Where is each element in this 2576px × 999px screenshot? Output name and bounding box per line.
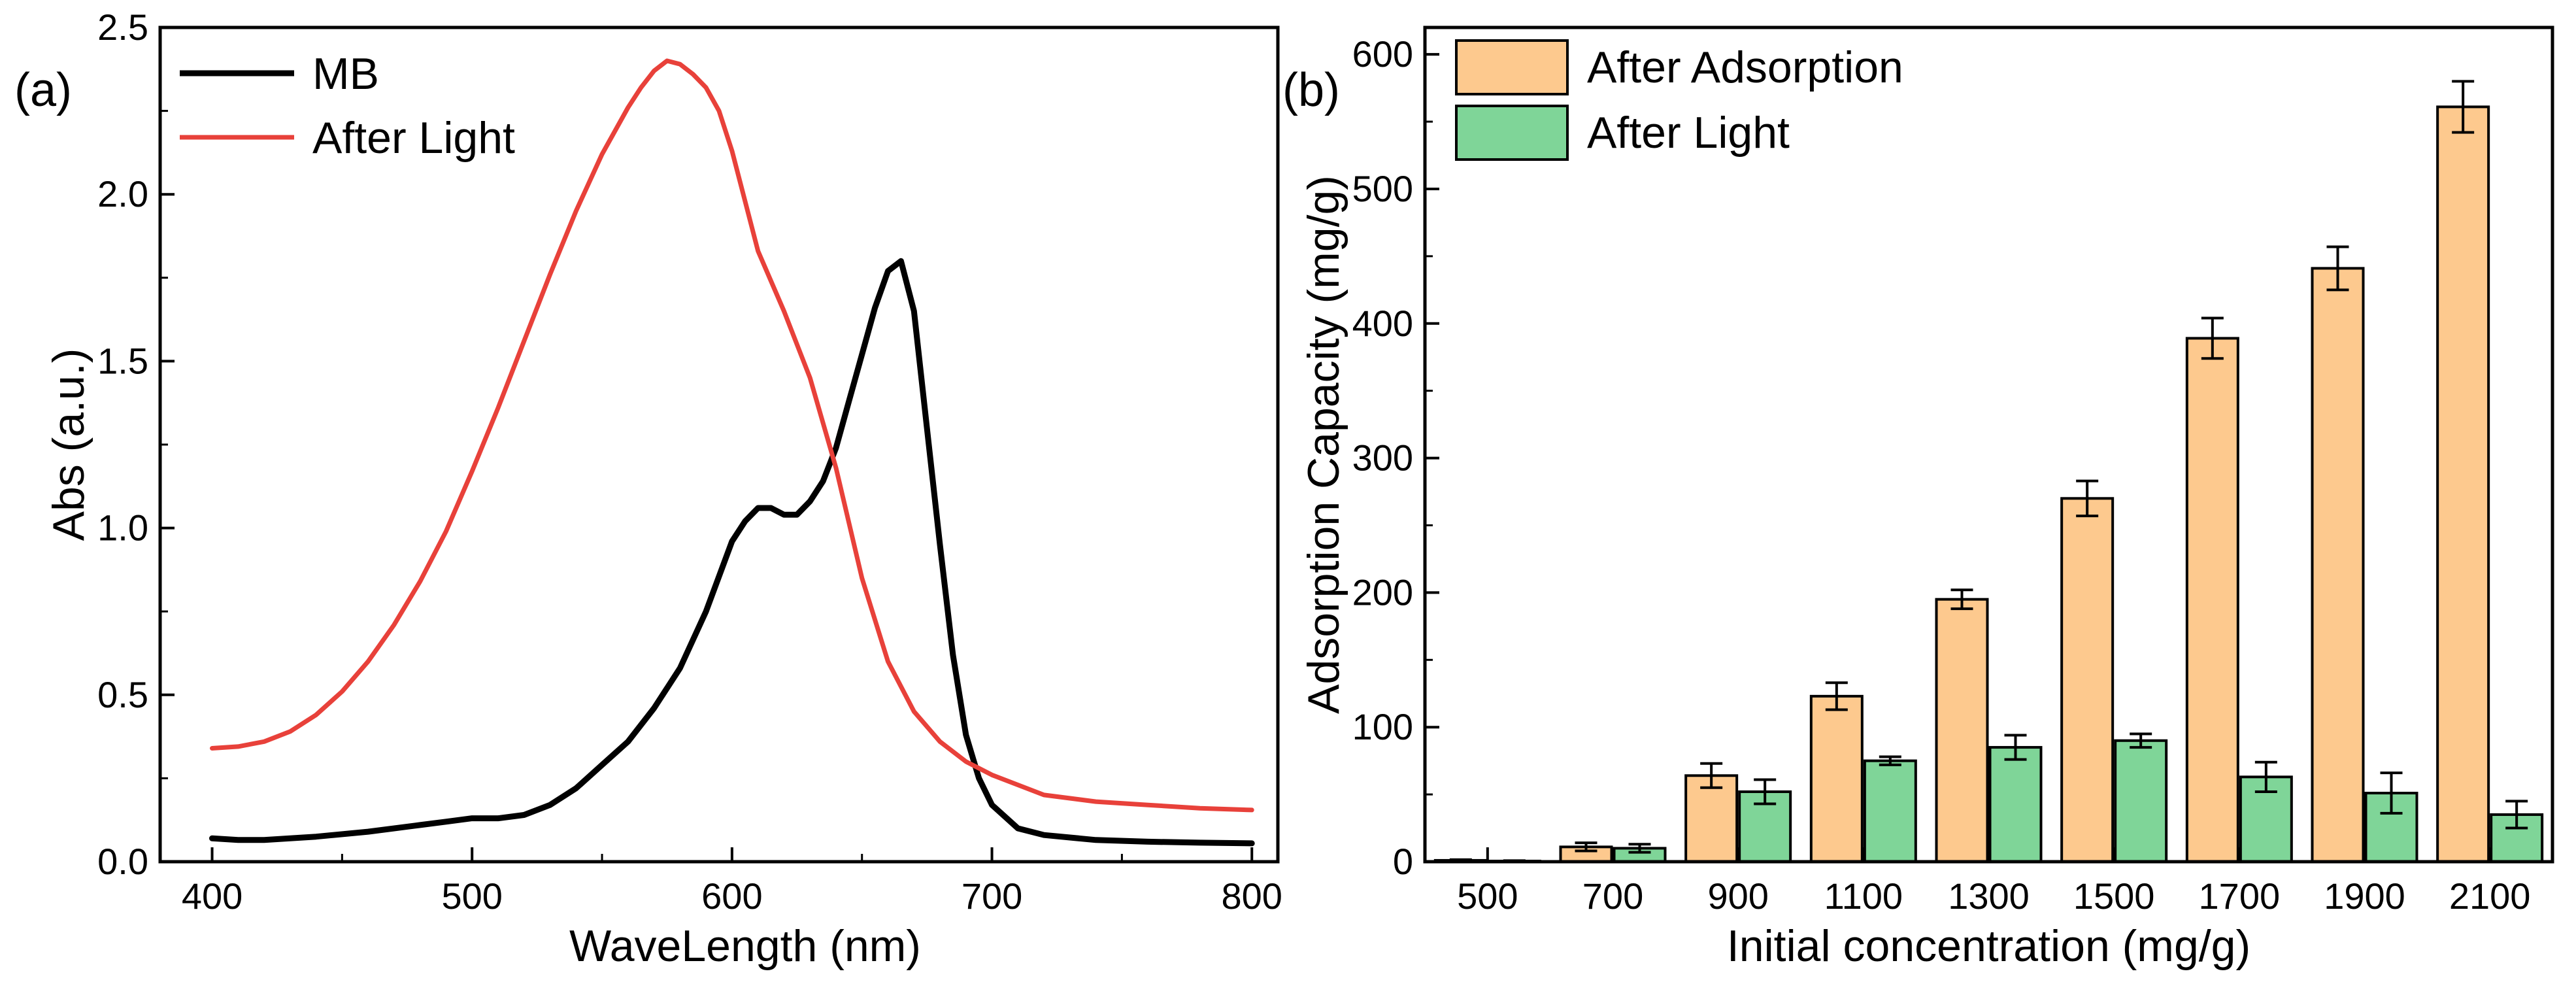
bar-after-light xyxy=(2114,739,2168,863)
x-tick-label: 500 xyxy=(1457,875,1518,917)
y-tick-label: 100 xyxy=(1352,706,1413,747)
series-line-mb xyxy=(209,258,1255,847)
x-tick-label: 700 xyxy=(962,875,1022,917)
legend-label: After Light xyxy=(312,113,515,163)
x-tick-label: 1700 xyxy=(2199,875,2281,917)
y-tick-label: 0.0 xyxy=(97,841,148,882)
bar-after-adsorption xyxy=(1809,694,1864,863)
legend-swatch xyxy=(1455,39,1569,95)
x-tick-label: 900 xyxy=(1707,875,1768,917)
bar-after-adsorption xyxy=(2185,337,2239,863)
y-axis-label: Abs (a.u.) xyxy=(44,348,93,541)
bar-after-light xyxy=(1988,746,2043,864)
x-tick-label: 600 xyxy=(701,875,762,917)
panel-b-label: (b) xyxy=(1282,64,1340,116)
y-tick-label: 2.0 xyxy=(97,173,148,214)
chart-a-spectra: 400 500 600 700 800 0.0 0.5 1.0 1.5 2.0 2.5 WaveLen… xyxy=(44,7,1282,971)
y-tick-label: 200 xyxy=(1352,571,1413,613)
legend-label: After Adsorption xyxy=(1587,42,1903,92)
y-tick-label: 500 xyxy=(1352,168,1413,209)
legend-label: After Light xyxy=(1587,108,1790,158)
x-tick-label: 700 xyxy=(1582,875,1643,917)
plot-frame xyxy=(158,25,1280,864)
x-tick-label: 800 xyxy=(1222,875,1282,917)
series-line-after-light xyxy=(210,58,1254,813)
y-tick-label: 300 xyxy=(1352,437,1413,479)
panel-a-label: (a) xyxy=(14,64,72,116)
bar-after-adsorption xyxy=(2060,497,2115,863)
x-axis-label: WaveLength (nm) xyxy=(569,921,921,971)
x-tick-label: 1900 xyxy=(2324,875,2405,917)
y-tick-label: 400 xyxy=(1352,303,1413,344)
x-tick-label: 1100 xyxy=(1824,875,1903,917)
bar-after-adsorption xyxy=(2311,267,2365,863)
bar-after-adsorption xyxy=(1684,774,1739,863)
x-tick-label: 2100 xyxy=(2449,875,2531,917)
y-axis-label: Adsorption Capacity (mg/g) xyxy=(1299,175,1348,714)
plot-frame xyxy=(1423,25,2554,864)
y-tick-label: 1.0 xyxy=(97,507,148,549)
y-tick-label: 0 xyxy=(1393,841,1413,882)
x-tick-label: 1300 xyxy=(1948,875,2030,917)
x-tick-label: 400 xyxy=(182,875,243,917)
legend-swatch xyxy=(1455,105,1569,161)
bar-after-adsorption xyxy=(2436,105,2490,864)
x-tick-label: 1500 xyxy=(2073,875,2155,917)
x-tick-label: 500 xyxy=(441,875,502,917)
chart-b-bar-chart: 0 100 200 300 400 500 600 500 700 900 1100 1300 1500… xyxy=(1299,25,2554,971)
legend-label: MB xyxy=(312,49,379,99)
y-tick-label: 1.5 xyxy=(97,340,148,381)
y-tick-label: 600 xyxy=(1352,33,1413,75)
x-axis-label: Initial concentration (mg/g) xyxy=(1727,921,2250,971)
bar-after-light xyxy=(1863,759,1917,863)
y-tick-label: 2.5 xyxy=(97,7,148,48)
bar-after-adsorption xyxy=(1935,598,1989,863)
y-tick-label: 0.5 xyxy=(97,674,148,715)
